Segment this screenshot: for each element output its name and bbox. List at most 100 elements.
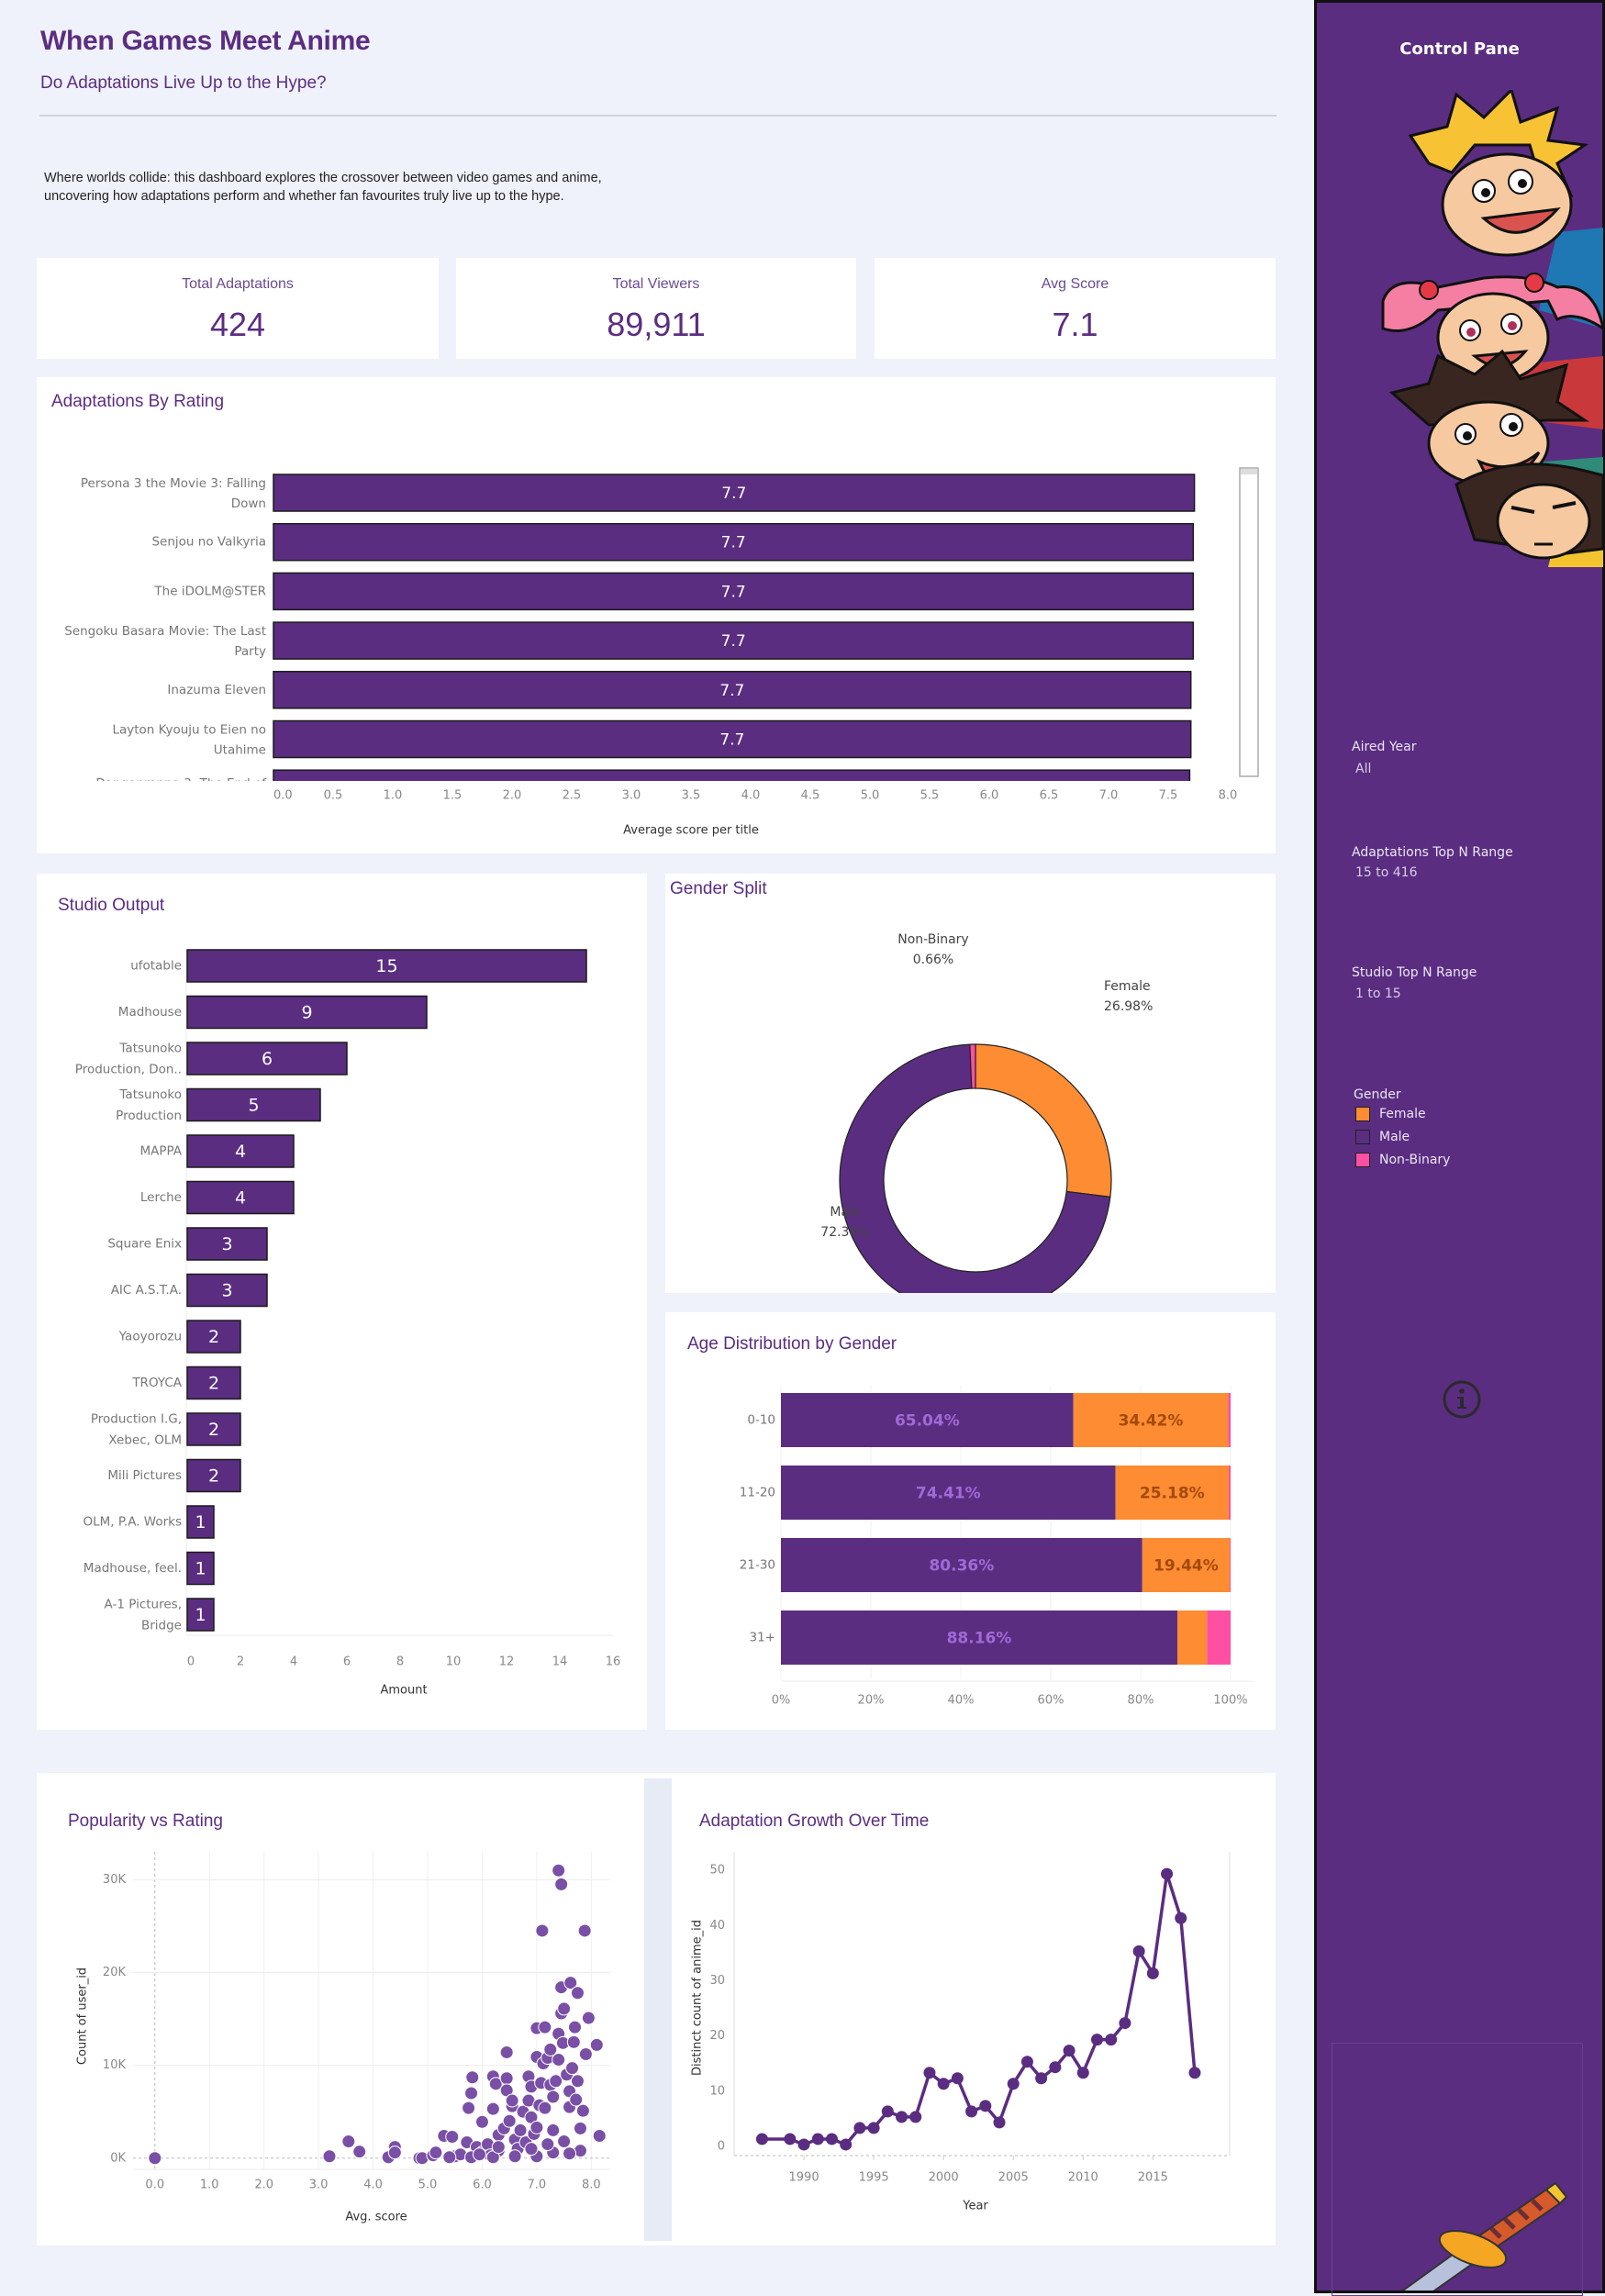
description-line: uncovering how adaptations perform and w… xyxy=(44,189,564,204)
growth-point xyxy=(937,2078,950,2090)
filter-studio-top-n-label: Studio Top N Range xyxy=(1352,965,1477,980)
rating-scrollbar-thumb[interactable] xyxy=(1241,469,1257,474)
panel-title: Age Distribution by Gender xyxy=(687,1334,897,1354)
scatter-point xyxy=(589,2037,604,2052)
age-bar-segment-female xyxy=(1115,1466,1229,1520)
scatter-point xyxy=(543,2042,558,2056)
rating-bar xyxy=(273,769,1191,781)
scatter-point xyxy=(581,2011,596,2025)
studio-bar-label: 3 xyxy=(221,1281,232,1301)
rating-x-tick: 6.0 xyxy=(980,789,999,803)
filter-adaptations-top-n-value[interactable]: 15 to 416 xyxy=(1355,865,1418,880)
scatter-point xyxy=(445,2129,460,2144)
line-x-tick: 1990 xyxy=(789,2171,819,2185)
rating-bar-label: 7.7 xyxy=(721,632,746,651)
growth-point xyxy=(1132,1945,1145,1957)
studio-bar xyxy=(186,1273,268,1308)
studio-bar-label: 9 xyxy=(301,1003,312,1023)
legend-item-male[interactable]: Male xyxy=(1355,1130,1410,1144)
filter-studio-top-n-value[interactable]: 1 to 15 xyxy=(1355,986,1401,1001)
studio-category-label: Production I.G, xyxy=(91,1412,182,1427)
studio-category-label: Xebec, OLM xyxy=(108,1433,182,1448)
gender-slice-percent: 26.98% xyxy=(1104,999,1153,1014)
scatter-point xyxy=(524,2142,539,2157)
rating-x-tick: 3.0 xyxy=(622,789,641,803)
filter-adaptations-top-n-label: Adaptations Top N Range xyxy=(1352,845,1513,860)
growth-point xyxy=(1035,2072,1048,2085)
gender-slice-non-binary xyxy=(969,1043,976,1089)
studio-bar xyxy=(186,1598,215,1632)
legend-label: Non-Binary xyxy=(1379,1153,1451,1167)
scatter-point xyxy=(429,2146,443,2160)
info-icon[interactable] xyxy=(1442,1379,1482,1420)
rating-bar-label: 7.7 xyxy=(721,534,746,552)
scatter-point xyxy=(502,2113,517,2128)
rating-chart[interactable]: 7.7 Persona 3 the Movie 3: Falling Down 7.7… xyxy=(37,377,1276,853)
age-bar-segment-female xyxy=(1176,1611,1208,1665)
scatter-y-tick: 20K xyxy=(103,1966,127,1979)
age-category-label: 11-20 xyxy=(740,1486,775,1500)
scatter-chart[interactable]: 0K 10K 20K 30K 0.0 1.0 2.0 3.0 4.0 5.0 6.0 7.0 8.0 Av… xyxy=(37,1773,642,2246)
studio-category-label: TROYCA xyxy=(131,1376,182,1390)
growth-point xyxy=(896,2111,908,2123)
studio-bar-label: 4 xyxy=(235,1142,246,1162)
gender-slice-female xyxy=(975,1043,1112,1198)
anime-characters-illustration xyxy=(1381,90,1603,567)
rating-x-tick: 1.0 xyxy=(384,789,403,803)
growth-point xyxy=(1020,2056,1033,2068)
growth-point xyxy=(853,2122,866,2134)
growth-point xyxy=(1161,1867,1174,1880)
growth-point xyxy=(1175,1911,1187,1924)
rating-category-label: Utahime xyxy=(214,743,266,758)
studio-chart[interactable]: 15ufotable9Madhouse6TatsunokoProduction,… xyxy=(37,874,647,1730)
growth-line xyxy=(762,1872,1197,2146)
rating-category-label: Party xyxy=(234,644,266,659)
growth-chart[interactable]: 0 10 20 30 40 50 1990 1995 2000 2005 2010 2015 Year D… xyxy=(674,1773,1276,2246)
rating-bar xyxy=(273,474,1196,512)
age-bar-label: 34.42% xyxy=(1119,1412,1184,1431)
legend-item-female[interactable]: Female xyxy=(1355,1107,1426,1121)
legend-item-non-binary[interactable]: Non-Binary xyxy=(1355,1153,1450,1167)
rating-bar-label: 7.7 xyxy=(721,485,746,503)
panel-gender-split: Gender Split Female 26.98% Male 72.36% Non-B… xyxy=(665,874,1276,1293)
studio-bar xyxy=(186,1134,295,1168)
age-bar-segment-male xyxy=(781,1393,1074,1447)
rating-scrollbar[interactable] xyxy=(1239,467,1259,777)
kpi-value: 424 xyxy=(209,306,266,343)
scatter-x-tick: 0.0 xyxy=(145,2179,164,2192)
age-bar-label: 25.18% xyxy=(1140,1485,1205,1503)
rating-x-tick: 0.0 xyxy=(273,789,293,803)
scatter-point xyxy=(575,2103,590,2118)
studio-category-label: Yaoyorozu xyxy=(118,1330,182,1344)
studio-bar-label: 1 xyxy=(195,1605,206,1625)
rating-category-label: The iDOLM@STER xyxy=(153,584,266,598)
scatter-point xyxy=(507,2149,522,2164)
age-chart[interactable]: 65.04% 34.42% 0-10 74.41% 25.18% 11-20 80.36% 1… xyxy=(665,1312,1276,1730)
rating-bar xyxy=(273,572,1195,611)
studio-category-label: Tatsunoko xyxy=(118,1042,182,1056)
scatter-point xyxy=(563,1976,578,1990)
filter-aired-year-value[interactable]: All xyxy=(1355,762,1372,776)
gender-slice-name: Female xyxy=(1104,979,1151,994)
panel-title: Adaptations By Rating xyxy=(51,392,225,411)
legend-label: Female xyxy=(1379,1107,1426,1121)
scatter-y-tick: 30K xyxy=(103,1873,127,1887)
panel-title: Gender Split xyxy=(670,879,767,898)
gender-chart[interactable]: Female 26.98% Male 72.36% Non-Binary 0.66% xyxy=(665,874,1276,1293)
growth-point xyxy=(840,2138,853,2151)
katana-illustration xyxy=(1401,2181,1568,2290)
scatter-point xyxy=(538,2020,552,2034)
rating-bar xyxy=(273,719,1192,759)
studio-bar-label: 4 xyxy=(235,1188,246,1209)
scatter-point xyxy=(387,2146,402,2160)
studio-bar xyxy=(186,1227,268,1261)
line-x-tick: 2015 xyxy=(1138,2171,1168,2185)
scatter-point xyxy=(341,2134,356,2149)
studio-bar-label: 1 xyxy=(195,1512,206,1533)
studio-bar-label: 3 xyxy=(221,1234,232,1254)
rating-bar-label: 7.7 xyxy=(721,583,746,601)
scatter-point xyxy=(529,2120,544,2134)
growth-point xyxy=(951,2072,964,2085)
age-x-tick: 60% xyxy=(1038,1694,1064,1708)
scatter-x-tick: 8.0 xyxy=(582,2179,601,2192)
